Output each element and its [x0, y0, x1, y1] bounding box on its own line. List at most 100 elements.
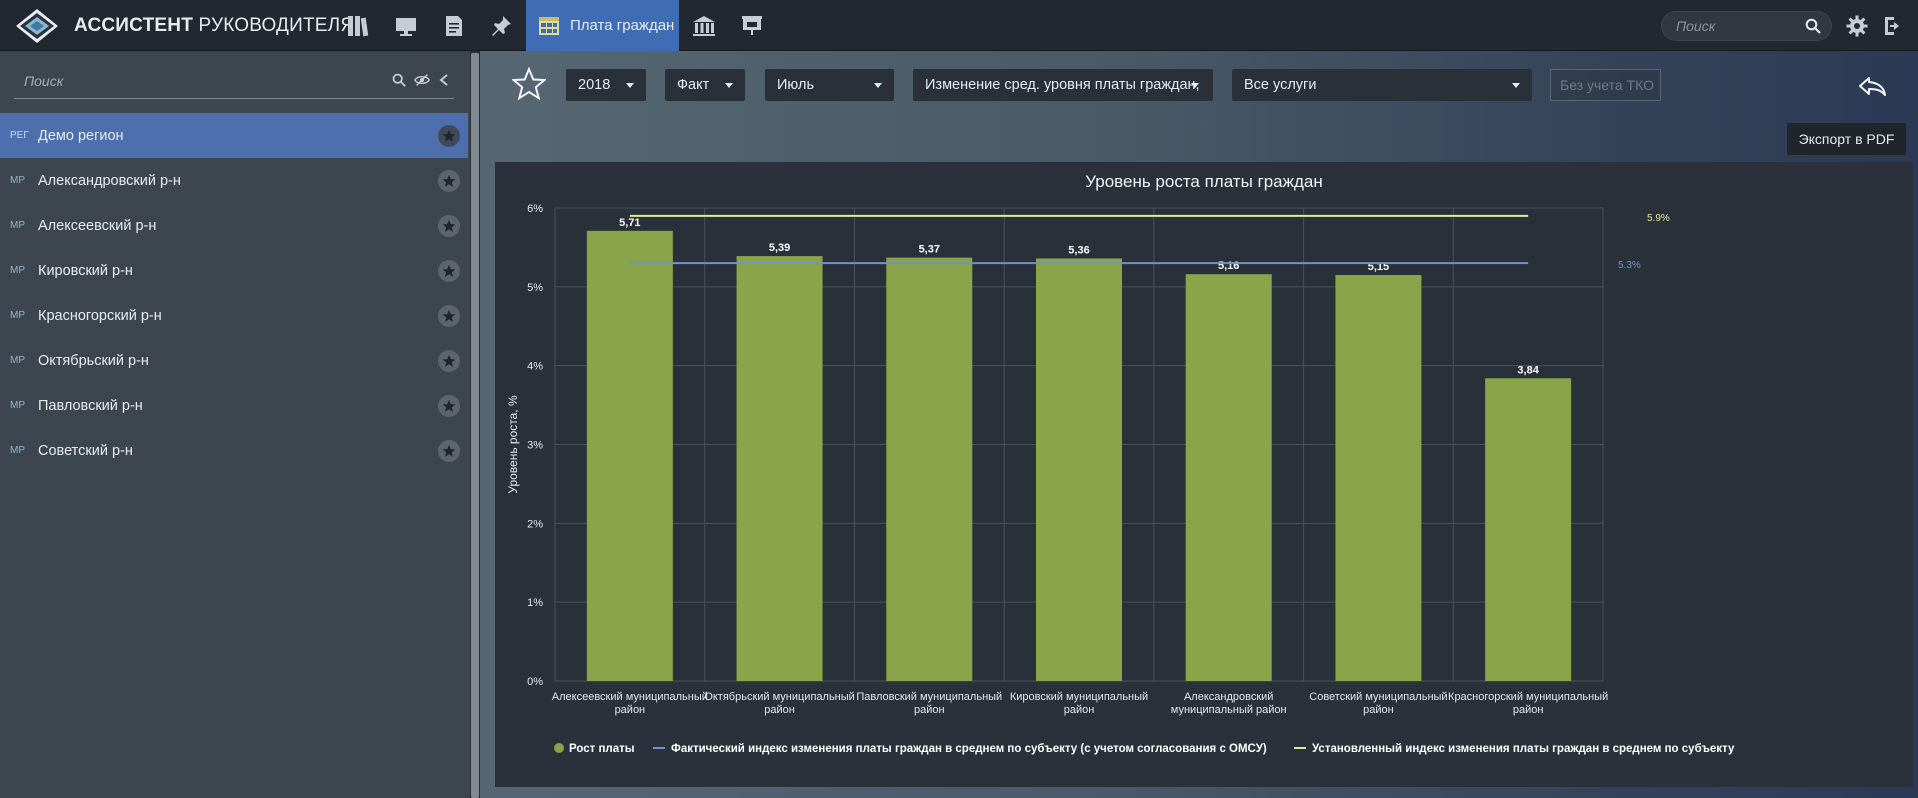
sidebar-search-placeholder: Поиск: [24, 73, 64, 89]
sidebar-item-type: МР: [10, 400, 25, 411]
tko-input[interactable]: Без учета ТКО: [1550, 69, 1661, 101]
sidebar-item[interactable]: МР Красногорский р-н: [0, 293, 468, 338]
sidebar-item[interactable]: МР Александровский р-н: [0, 158, 468, 203]
chart-panel: Уровень роста платы граждан 0% 1% 2% 3% 4% 5%…: [495, 162, 1913, 787]
chevron-down-icon: [725, 83, 733, 88]
legend-label: Фактический индекс изменения платы гражд…: [671, 743, 1267, 755]
logout-icon[interactable]: [1879, 12, 1907, 40]
x-tick-label: Александровский: [1184, 691, 1273, 703]
favorite-star-icon[interactable]: [438, 260, 460, 282]
gear-icon[interactable]: [1843, 12, 1871, 40]
y-tick-label: 4%: [527, 361, 543, 373]
set-index-label: 5.9%: [1647, 213, 1670, 224]
data-label: 5,71: [619, 217, 640, 229]
legend-label: Рост платы: [569, 743, 635, 755]
x-tick-label: район: [1363, 704, 1394, 716]
bar: [886, 257, 973, 681]
eye-hide-icon[interactable]: [414, 73, 430, 87]
year-select[interactable]: 2018: [566, 69, 646, 101]
top-search-placeholder: Поиск: [1676, 18, 1716, 34]
data-label: 5,39: [769, 242, 790, 254]
export-pdf-label: Экспорт в PDF: [1798, 131, 1895, 147]
data-label: 5,16: [1218, 260, 1239, 272]
favorite-star-icon[interactable]: [438, 125, 460, 147]
sidebar-item[interactable]: МР Кировский р-н: [0, 248, 468, 293]
mode-select[interactable]: Факт: [665, 69, 745, 101]
month-select[interactable]: Июль: [765, 69, 894, 101]
logo-icon: [16, 9, 58, 43]
favorite-star-icon[interactable]: [438, 350, 460, 372]
sidebar-item-label: Павловский р-н: [38, 397, 143, 414]
sidebar-item[interactable]: МР Советский р-н: [0, 428, 468, 473]
app-title: АССИСТЕНТ РУКОВОДИТЕЛЯ: [74, 15, 354, 37]
search-icon: [1805, 18, 1821, 34]
data-label: 3,84: [1517, 364, 1539, 376]
sidebar-item-type: МР: [10, 445, 25, 456]
sidebar-item[interactable]: МР Октябрьский р-н: [0, 338, 468, 383]
sidebar-item-type: РЕГ: [10, 130, 29, 141]
x-tick-label: Советский муниципальный: [1309, 691, 1447, 703]
favorite-star-icon[interactable]: [438, 305, 460, 327]
y-tick-label: 5%: [527, 282, 543, 294]
favorite-star-icon[interactable]: [512, 67, 546, 101]
top-bar: АССИСТЕНТ РУКОВОДИТЕЛЯ Плата граждан Пои…: [0, 0, 1918, 51]
sidebar-item-type: МР: [10, 310, 25, 321]
chevron-down-icon: [626, 83, 634, 88]
sidebar-item[interactable]: РЕГ Демо регион: [0, 113, 468, 158]
favorite-star-icon[interactable]: [438, 395, 460, 417]
services-select[interactable]: Все услуги: [1232, 69, 1532, 101]
bar: [1335, 275, 1422, 681]
favorite-star-icon[interactable]: [438, 440, 460, 462]
data-label: 5,37: [919, 244, 940, 256]
sidebar-item-label: Октябрьский р-н: [38, 352, 149, 369]
favorite-star-icon[interactable]: [438, 215, 460, 237]
bar: [736, 256, 823, 681]
export-pdf-button[interactable]: Экспорт в PDF: [1787, 123, 1906, 155]
x-tick-label: Павловский муниципальный: [856, 691, 1002, 703]
pin-icon[interactable]: [487, 12, 515, 40]
x-tick-label: Октябрьский муниципальный: [704, 691, 855, 703]
app-title-bold: АССИСТЕНТ: [74, 15, 194, 36]
top-search-input[interactable]: Поиск: [1661, 11, 1832, 41]
bank-icon[interactable]: [690, 12, 718, 40]
checklist-icon[interactable]: [440, 12, 468, 40]
sidebar-item-label: Александровский р-н: [38, 172, 181, 189]
sidebar-scroll-thumb[interactable]: [471, 53, 479, 798]
x-tick-label: район: [764, 704, 795, 716]
chart-title: Уровень роста платы граждан: [1085, 172, 1323, 191]
chevron-down-icon: [1191, 83, 1199, 88]
back-arrow-icon[interactable]: [1858, 75, 1888, 97]
indicator-select[interactable]: Изменение сред. уровня платы граждан,: [913, 69, 1213, 101]
main-area: 2018 Факт Июль Изменение сред. уровня пл…: [480, 51, 1918, 798]
sidebar-item-type: МР: [10, 220, 25, 231]
x-tick-label: район: [1064, 704, 1095, 716]
presentation-icon[interactable]: [738, 12, 766, 40]
sidebar-search-input[interactable]: Поиск: [14, 61, 454, 99]
sidebar-item-label: Советский р-н: [38, 442, 133, 459]
favorite-star-icon[interactable]: [438, 170, 460, 192]
binders-icon[interactable]: [344, 12, 372, 40]
x-tick-label: Алексеевский муниципальный: [552, 691, 708, 703]
x-tick-label: Кировский муниципальный: [1010, 691, 1148, 703]
y-tick-label: 6%: [527, 203, 543, 215]
collapse-sidebar-icon[interactable]: [438, 73, 450, 87]
sidebar-item-type: МР: [10, 355, 25, 366]
services-select-value: Все услуги: [1244, 77, 1317, 93]
y-tick-label: 2%: [527, 518, 543, 530]
bar: [1036, 258, 1122, 681]
sidebar-item[interactable]: МР Алексеевский р-н: [0, 203, 468, 248]
app-title-light: РУКОВОДИТЕЛЯ: [198, 15, 355, 36]
tab-citizen-payment[interactable]: Плата граждан: [526, 0, 679, 51]
sidebar-item[interactable]: МР Павловский р-н: [0, 383, 468, 428]
bar: [586, 230, 673, 681]
monitor-icon[interactable]: [392, 12, 420, 40]
x-tick-label: Красногорский муниципальный: [1448, 691, 1608, 703]
bar: [1185, 274, 1272, 681]
search-icon[interactable]: [392, 73, 406, 87]
table-grid-icon: [539, 16, 559, 35]
mode-select-value: Факт: [677, 77, 710, 93]
year-select-value: 2018: [578, 77, 611, 93]
sidebar-item-label: Красногорский р-н: [38, 307, 162, 324]
legend-marker: [554, 743, 564, 753]
y-tick-label: 3%: [527, 440, 543, 452]
